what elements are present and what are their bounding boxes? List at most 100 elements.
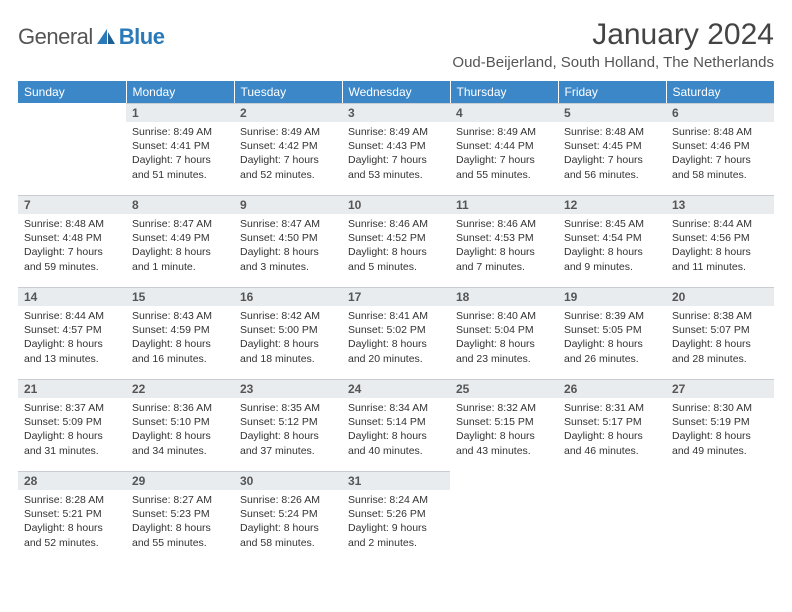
calendar-cell: 19Sunrise: 8:39 AMSunset: 5:05 PMDayligh… [558,287,666,379]
calendar-cell: 18Sunrise: 8:40 AMSunset: 5:04 PMDayligh… [450,287,558,379]
weekday-header: Tuesday [234,81,342,103]
calendar-week-row: 1Sunrise: 8:49 AMSunset: 4:41 PMDaylight… [18,103,774,195]
day-data: Sunrise: 8:45 AMSunset: 4:54 PMDaylight:… [558,214,666,274]
calendar-cell: 11Sunrise: 8:46 AMSunset: 4:53 PMDayligh… [450,195,558,287]
day-data: Sunrise: 8:27 AMSunset: 5:23 PMDaylight:… [126,490,234,550]
calendar-cell: 28Sunrise: 8:28 AMSunset: 5:21 PMDayligh… [18,471,126,563]
day-number: 1 [126,103,234,122]
day-data: Sunrise: 8:43 AMSunset: 4:59 PMDaylight:… [126,306,234,366]
day-number: 10 [342,195,450,214]
day-data: Sunrise: 8:48 AMSunset: 4:48 PMDaylight:… [18,214,126,274]
weekday-header: Friday [558,81,666,103]
calendar-head: SundayMondayTuesdayWednesdayThursdayFrid… [18,81,774,103]
location-text: Oud-Beijerland, South Holland, The Nethe… [452,54,774,71]
calendar-cell: 22Sunrise: 8:36 AMSunset: 5:10 PMDayligh… [126,379,234,471]
calendar-body: 1Sunrise: 8:49 AMSunset: 4:41 PMDaylight… [18,103,774,563]
day-data: Sunrise: 8:41 AMSunset: 5:02 PMDaylight:… [342,306,450,366]
calendar-cell [450,471,558,563]
calendar-cell: 27Sunrise: 8:30 AMSunset: 5:19 PMDayligh… [666,379,774,471]
logo-text-general: General [18,24,93,50]
title-block: January 2024 Oud-Beijerland, South Holla… [452,18,774,71]
calendar-cell [558,471,666,563]
calendar-cell: 15Sunrise: 8:43 AMSunset: 4:59 PMDayligh… [126,287,234,379]
day-data: Sunrise: 8:49 AMSunset: 4:44 PMDaylight:… [450,122,558,182]
day-data: Sunrise: 8:24 AMSunset: 5:26 PMDaylight:… [342,490,450,550]
calendar-week-row: 21Sunrise: 8:37 AMSunset: 5:09 PMDayligh… [18,379,774,471]
day-data: Sunrise: 8:35 AMSunset: 5:12 PMDaylight:… [234,398,342,458]
calendar-cell: 21Sunrise: 8:37 AMSunset: 5:09 PMDayligh… [18,379,126,471]
day-data: Sunrise: 8:38 AMSunset: 5:07 PMDaylight:… [666,306,774,366]
calendar-cell: 9Sunrise: 8:47 AMSunset: 4:50 PMDaylight… [234,195,342,287]
calendar-cell [666,471,774,563]
calendar-cell: 20Sunrise: 8:38 AMSunset: 5:07 PMDayligh… [666,287,774,379]
weekday-header: Sunday [18,81,126,103]
day-number: 25 [450,379,558,398]
calendar-cell: 10Sunrise: 8:46 AMSunset: 4:52 PMDayligh… [342,195,450,287]
day-number: 17 [342,287,450,306]
day-number: 23 [234,379,342,398]
calendar-cell: 30Sunrise: 8:26 AMSunset: 5:24 PMDayligh… [234,471,342,563]
day-number: 12 [558,195,666,214]
calendar-cell: 16Sunrise: 8:42 AMSunset: 5:00 PMDayligh… [234,287,342,379]
calendar-cell: 31Sunrise: 8:24 AMSunset: 5:26 PMDayligh… [342,471,450,563]
day-number: 18 [450,287,558,306]
calendar-cell: 3Sunrise: 8:49 AMSunset: 4:43 PMDaylight… [342,103,450,195]
calendar-week-row: 14Sunrise: 8:44 AMSunset: 4:57 PMDayligh… [18,287,774,379]
day-data: Sunrise: 8:47 AMSunset: 4:50 PMDaylight:… [234,214,342,274]
day-number: 27 [666,379,774,398]
day-number: 5 [558,103,666,122]
calendar-cell [18,103,126,195]
day-number: 22 [126,379,234,398]
calendar-cell: 23Sunrise: 8:35 AMSunset: 5:12 PMDayligh… [234,379,342,471]
month-title: January 2024 [452,18,774,52]
calendar-cell: 6Sunrise: 8:48 AMSunset: 4:46 PMDaylight… [666,103,774,195]
calendar-table: SundayMondayTuesdayWednesdayThursdayFrid… [18,81,774,563]
day-data: Sunrise: 8:46 AMSunset: 4:53 PMDaylight:… [450,214,558,274]
day-data: Sunrise: 8:48 AMSunset: 4:45 PMDaylight:… [558,122,666,182]
day-number: 28 [18,471,126,490]
day-number: 14 [18,287,126,306]
day-data: Sunrise: 8:36 AMSunset: 5:10 PMDaylight:… [126,398,234,458]
calendar-cell: 5Sunrise: 8:48 AMSunset: 4:45 PMDaylight… [558,103,666,195]
calendar-cell: 12Sunrise: 8:45 AMSunset: 4:54 PMDayligh… [558,195,666,287]
day-number: 4 [450,103,558,122]
day-data: Sunrise: 8:39 AMSunset: 5:05 PMDaylight:… [558,306,666,366]
day-data: Sunrise: 8:47 AMSunset: 4:49 PMDaylight:… [126,214,234,274]
calendar-cell: 8Sunrise: 8:47 AMSunset: 4:49 PMDaylight… [126,195,234,287]
calendar-cell: 14Sunrise: 8:44 AMSunset: 4:57 PMDayligh… [18,287,126,379]
day-data: Sunrise: 8:31 AMSunset: 5:17 PMDaylight:… [558,398,666,458]
calendar-cell: 24Sunrise: 8:34 AMSunset: 5:14 PMDayligh… [342,379,450,471]
logo-sail-icon [95,27,117,47]
logo: General Blue [18,24,164,50]
day-number: 2 [234,103,342,122]
day-number: 6 [666,103,774,122]
day-data: Sunrise: 8:44 AMSunset: 4:57 PMDaylight:… [18,306,126,366]
day-data: Sunrise: 8:49 AMSunset: 4:41 PMDaylight:… [126,122,234,182]
day-data: Sunrise: 8:49 AMSunset: 4:42 PMDaylight:… [234,122,342,182]
day-number: 11 [450,195,558,214]
calendar-week-row: 7Sunrise: 8:48 AMSunset: 4:48 PMDaylight… [18,195,774,287]
day-number: 15 [126,287,234,306]
calendar-cell: 13Sunrise: 8:44 AMSunset: 4:56 PMDayligh… [666,195,774,287]
day-data: Sunrise: 8:34 AMSunset: 5:14 PMDaylight:… [342,398,450,458]
day-number: 19 [558,287,666,306]
day-number: 30 [234,471,342,490]
day-data: Sunrise: 8:32 AMSunset: 5:15 PMDaylight:… [450,398,558,458]
calendar-cell: 4Sunrise: 8:49 AMSunset: 4:44 PMDaylight… [450,103,558,195]
day-data: Sunrise: 8:26 AMSunset: 5:24 PMDaylight:… [234,490,342,550]
day-number: 3 [342,103,450,122]
logo-text-blue: Blue [119,24,165,50]
day-number: 13 [666,195,774,214]
day-number: 21 [18,379,126,398]
weekday-header: Saturday [666,81,774,103]
day-number: 31 [342,471,450,490]
calendar-cell: 25Sunrise: 8:32 AMSunset: 5:15 PMDayligh… [450,379,558,471]
calendar-cell: 17Sunrise: 8:41 AMSunset: 5:02 PMDayligh… [342,287,450,379]
day-data: Sunrise: 8:49 AMSunset: 4:43 PMDaylight:… [342,122,450,182]
weekday-header: Wednesday [342,81,450,103]
day-number: 26 [558,379,666,398]
day-data: Sunrise: 8:44 AMSunset: 4:56 PMDaylight:… [666,214,774,274]
weekday-header: Monday [126,81,234,103]
day-number: 20 [666,287,774,306]
calendar-week-row: 28Sunrise: 8:28 AMSunset: 5:21 PMDayligh… [18,471,774,563]
